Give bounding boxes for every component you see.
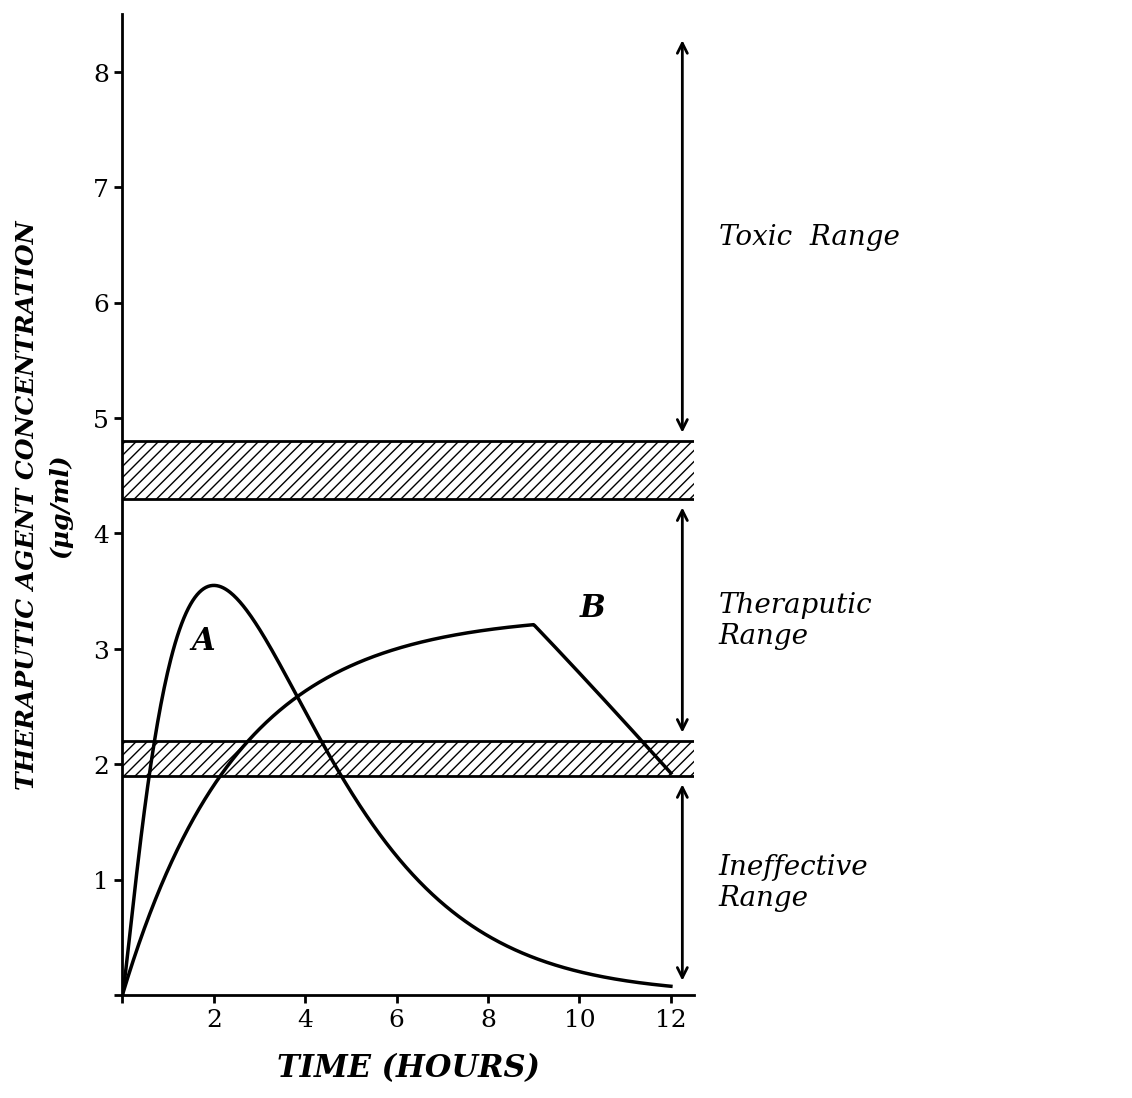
Text: Toxic  Range: Toxic Range: [719, 224, 900, 250]
Text: A: A: [191, 625, 215, 657]
Text: Ineffective
Range: Ineffective Range: [719, 853, 868, 911]
Text: Theraputic
Range: Theraputic Range: [719, 591, 873, 649]
Text: B: B: [580, 593, 606, 624]
Y-axis label: THERAPUTIC AGENT CONCENTRATION
(μg/ml): THERAPUTIC AGENT CONCENTRATION (μg/ml): [15, 221, 72, 789]
X-axis label: TIME (HOURS): TIME (HOURS): [276, 1052, 540, 1083]
